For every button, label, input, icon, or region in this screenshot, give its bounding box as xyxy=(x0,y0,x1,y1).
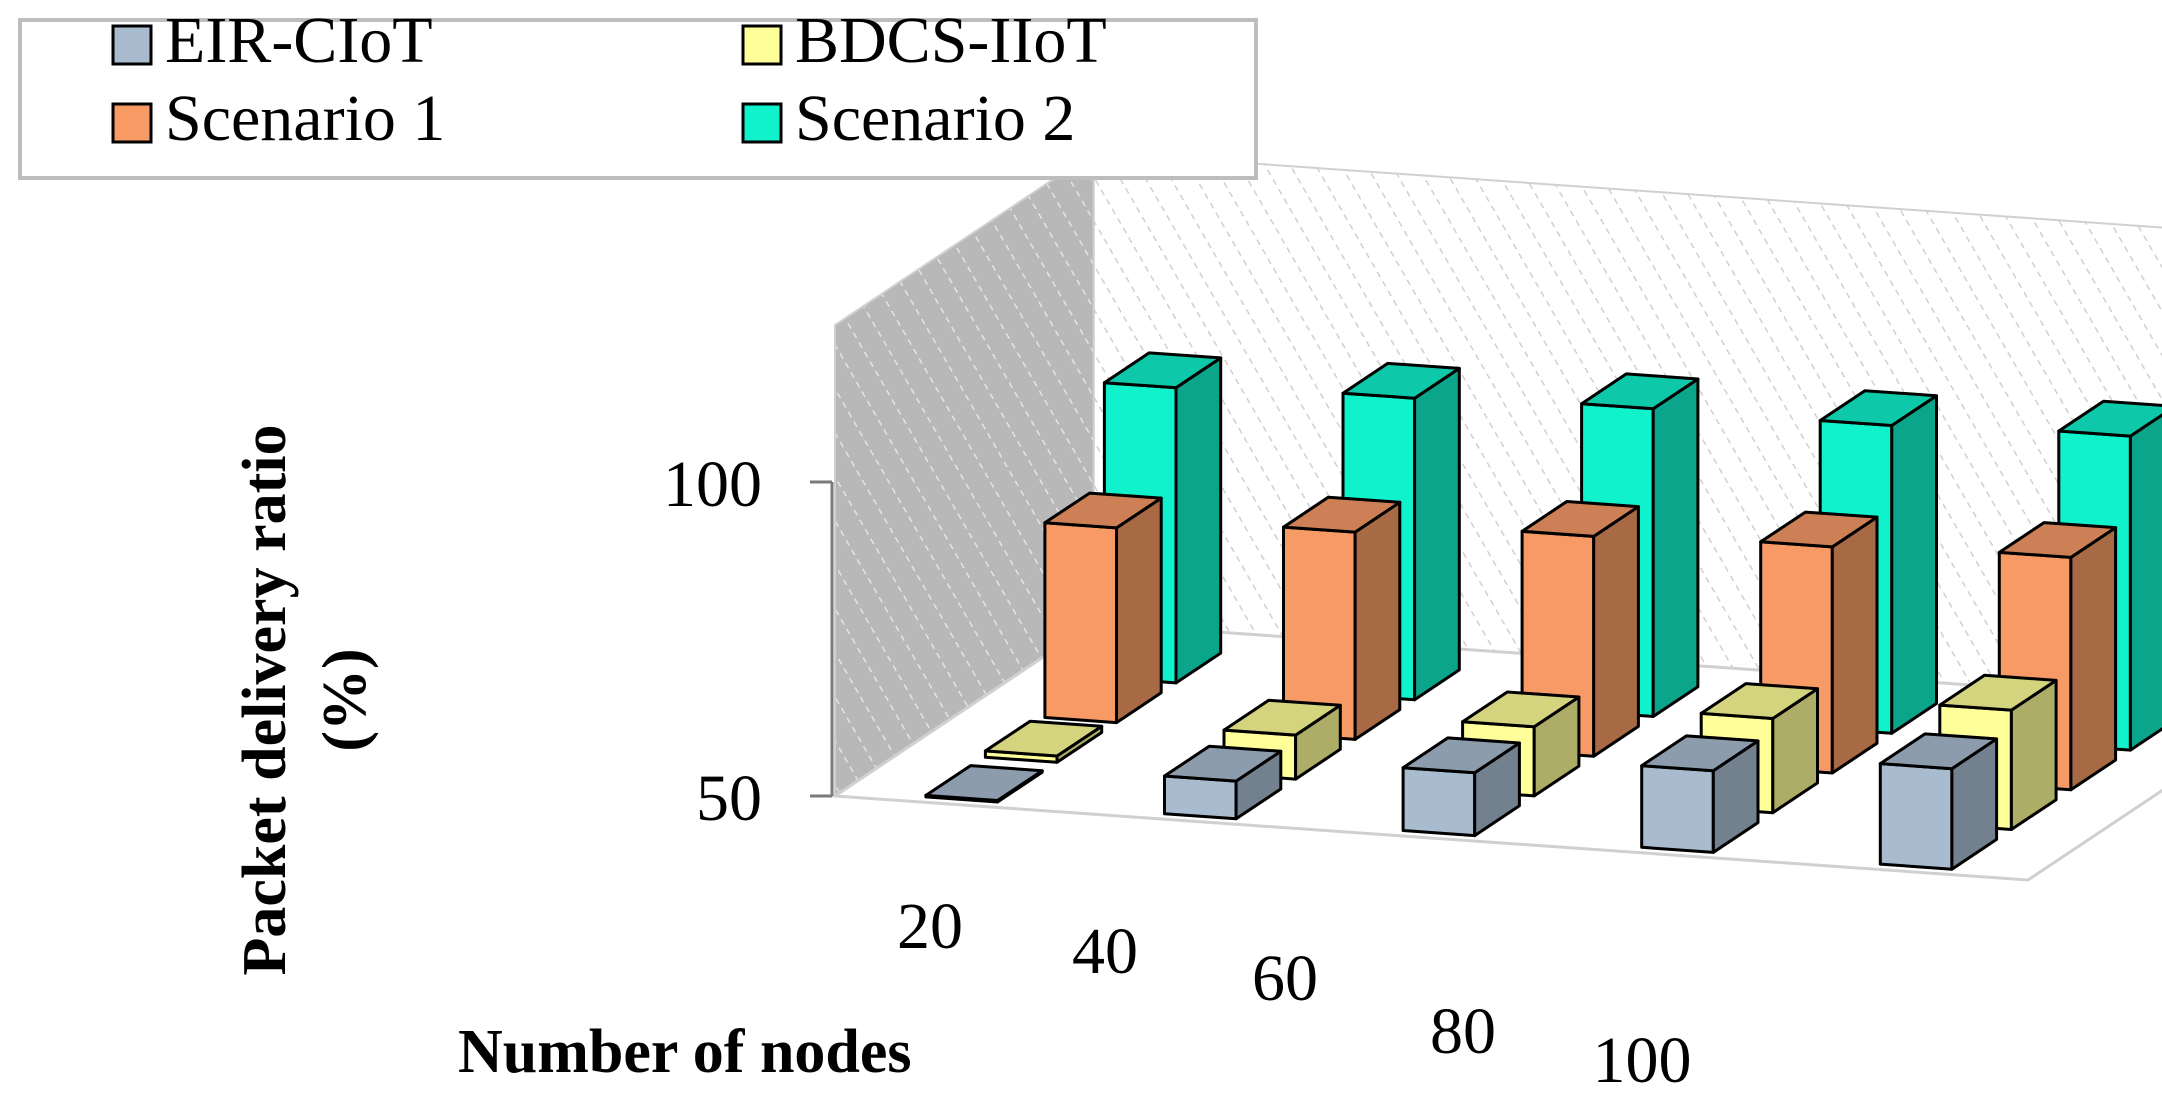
bar-top-face xyxy=(983,719,1104,758)
bar-top-face xyxy=(1938,673,2058,712)
bar-top-face xyxy=(1878,732,1999,771)
bar-top-face xyxy=(1640,734,1760,773)
bar-top-face xyxy=(1043,491,1163,530)
y-axis-title: Packet delivery ratio (%) xyxy=(231,425,379,976)
bar-top-face xyxy=(1818,389,1938,427)
legend-swatch xyxy=(111,102,153,144)
bar-side-face xyxy=(2069,526,2118,792)
bar-front-face xyxy=(1878,762,1954,871)
x-tick-label: 40 xyxy=(1072,915,1138,988)
bar xyxy=(924,764,1044,804)
y-axis: 100 50 xyxy=(663,448,834,835)
legend-swatch xyxy=(111,24,153,66)
bar-side-face xyxy=(1413,366,1461,702)
legend-box xyxy=(18,18,1258,180)
bar-side-face xyxy=(1115,496,1163,725)
bar xyxy=(983,719,1104,764)
legend-swatch xyxy=(741,102,783,144)
legend-label: BDCS-IIoT xyxy=(795,4,1107,77)
bar xyxy=(1043,491,1163,725)
x-tick-label: 60 xyxy=(1252,942,1318,1015)
legend-label: EIR-CIoT xyxy=(165,4,433,77)
bar-top-face xyxy=(1997,521,2118,559)
bar-top-face xyxy=(1520,500,1640,538)
bar xyxy=(1878,732,1999,871)
x-tick-label: 100 xyxy=(1593,1024,1692,1097)
bar-top-face xyxy=(1282,495,1402,534)
legend: EIR-CIoT BDCS-IIoT Scenario 1 Scenario 2 xyxy=(18,4,1258,180)
bar xyxy=(1282,495,1402,741)
bar-side-face xyxy=(1174,356,1223,685)
bar-top-face xyxy=(1163,744,1283,783)
x-tick-label: 80 xyxy=(1430,995,1496,1068)
bar-top-face xyxy=(1102,351,1223,390)
bar-top-face xyxy=(1580,372,1700,411)
legend-swatch xyxy=(741,24,783,66)
bar-top-face xyxy=(2057,399,2162,438)
bars-group xyxy=(924,351,2162,871)
bar-top-face xyxy=(1461,690,1581,729)
bar-top-face xyxy=(1401,736,1521,775)
bar-side-face xyxy=(1592,505,1640,758)
y-tick-label-100: 100 xyxy=(663,448,762,521)
bar xyxy=(1401,736,1521,838)
legend-label: Scenario 2 xyxy=(795,82,1075,155)
y-axis-title-line-1: Packet delivery ratio xyxy=(231,425,299,976)
bar-side-face xyxy=(1651,377,1700,718)
bar-side-face xyxy=(1353,500,1402,741)
bar-front-face xyxy=(1640,764,1715,854)
bar-side-face xyxy=(1830,515,1879,775)
bar xyxy=(1163,744,1283,821)
bar-top-face xyxy=(1341,361,1461,400)
bar-side-face xyxy=(2128,413,2162,752)
y-axis-title-line-2: (%) xyxy=(311,648,379,751)
bar xyxy=(1640,734,1760,854)
bar-front-face xyxy=(1401,766,1477,838)
bar-top-face xyxy=(1759,510,1879,549)
x-tick-label: 20 xyxy=(897,890,963,963)
x-tick-labels: 20 40 60 80 100 xyxy=(897,890,1692,1097)
bar-side-face xyxy=(1890,394,1938,735)
bar-top-face xyxy=(1222,698,1342,737)
x-axis-title: Number of nodes xyxy=(458,1018,912,1086)
bar-top-face xyxy=(924,764,1044,802)
y-tick-label-50: 50 xyxy=(696,762,762,835)
bar-front-face xyxy=(1163,774,1238,821)
legend-label: Scenario 1 xyxy=(165,82,445,155)
bar-front-face xyxy=(1043,521,1118,725)
bar-top-face xyxy=(1699,682,1819,720)
